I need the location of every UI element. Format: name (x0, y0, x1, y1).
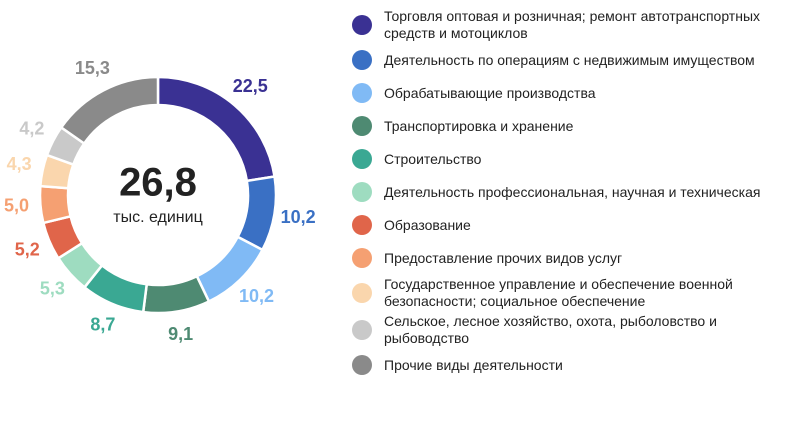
legend-item: Образование (352, 210, 792, 240)
legend-label: Обрабатывающие производства (384, 84, 596, 101)
legend-label: Деятельность профессиональная, научная и… (384, 183, 761, 200)
legend-label: Государственное управление и обеспечение… (384, 276, 733, 309)
data-label: 10,2 (281, 207, 316, 227)
legend-item: Деятельность профессиональная, научная и… (352, 177, 792, 207)
legend-label: Строительство (384, 150, 482, 167)
legend-item: Транспортировка и хранение (352, 111, 792, 141)
legend-item: Торговля оптовая и розничная; ремонт авт… (352, 8, 792, 42)
legend-label: Образование (384, 216, 471, 233)
data-label: 15,3 (75, 58, 110, 78)
slice (38, 184, 73, 225)
legend-item: Обрабатывающие производства (352, 78, 792, 108)
legend-label: Предоставление прочих видов услуг (384, 249, 623, 266)
legend: Торговля оптовая и розничная; ремонт авт… (352, 8, 792, 383)
legend-item: Предоставление прочих видов услуг (352, 243, 792, 273)
legend-swatch (352, 116, 372, 136)
data-label: 5,3 (40, 279, 65, 299)
legend-label: Деятельность по операциям с недвижимым и… (384, 51, 755, 68)
legend-swatch (352, 50, 372, 70)
legend-item: Государственное управление и обеспечение… (352, 276, 792, 310)
legend-swatch (352, 149, 372, 169)
data-label: 10,2 (239, 286, 274, 306)
legend-swatch (352, 355, 372, 375)
slice (141, 274, 211, 315)
legend-label: Сельское, лесное хозяйство, охота, рыбол… (384, 313, 717, 346)
data-label: 4,3 (7, 154, 32, 174)
data-label: 5,2 (15, 239, 40, 259)
legend-swatch (352, 15, 372, 35)
slice (59, 75, 160, 146)
legend-swatch (352, 320, 372, 340)
legend-swatch (352, 215, 372, 235)
legend-item: Сельское, лесное хозяйство, охота, рыбол… (352, 313, 792, 347)
legend-swatch (352, 182, 372, 202)
legend-swatch (352, 83, 372, 103)
data-label: 9,1 (168, 324, 193, 344)
legend-label: Прочие виды деятельности (384, 356, 563, 373)
center-value: 26,8 (119, 161, 197, 205)
legend-label: Транспортировка и хранение (384, 117, 574, 134)
legend-item: Прочие виды деятельности (352, 350, 792, 380)
legend-item: Строительство (352, 144, 792, 174)
data-label: 5,0 (4, 195, 29, 215)
legend-swatch (352, 248, 372, 268)
data-label: 8,7 (90, 315, 115, 335)
legend-label: Торговля оптовая и розничная; ремонт авт… (384, 8, 761, 41)
legend-swatch (352, 283, 372, 303)
chart: 26,8 тыс. единиц 22,510,210,29,18,75,35,… (4, 58, 316, 344)
data-label: 4,2 (19, 118, 44, 138)
data-label: 22,5 (233, 76, 268, 96)
center-unit: тыс. единиц (113, 209, 202, 226)
legend-item: Деятельность по операциям с недвижимым и… (352, 45, 792, 75)
